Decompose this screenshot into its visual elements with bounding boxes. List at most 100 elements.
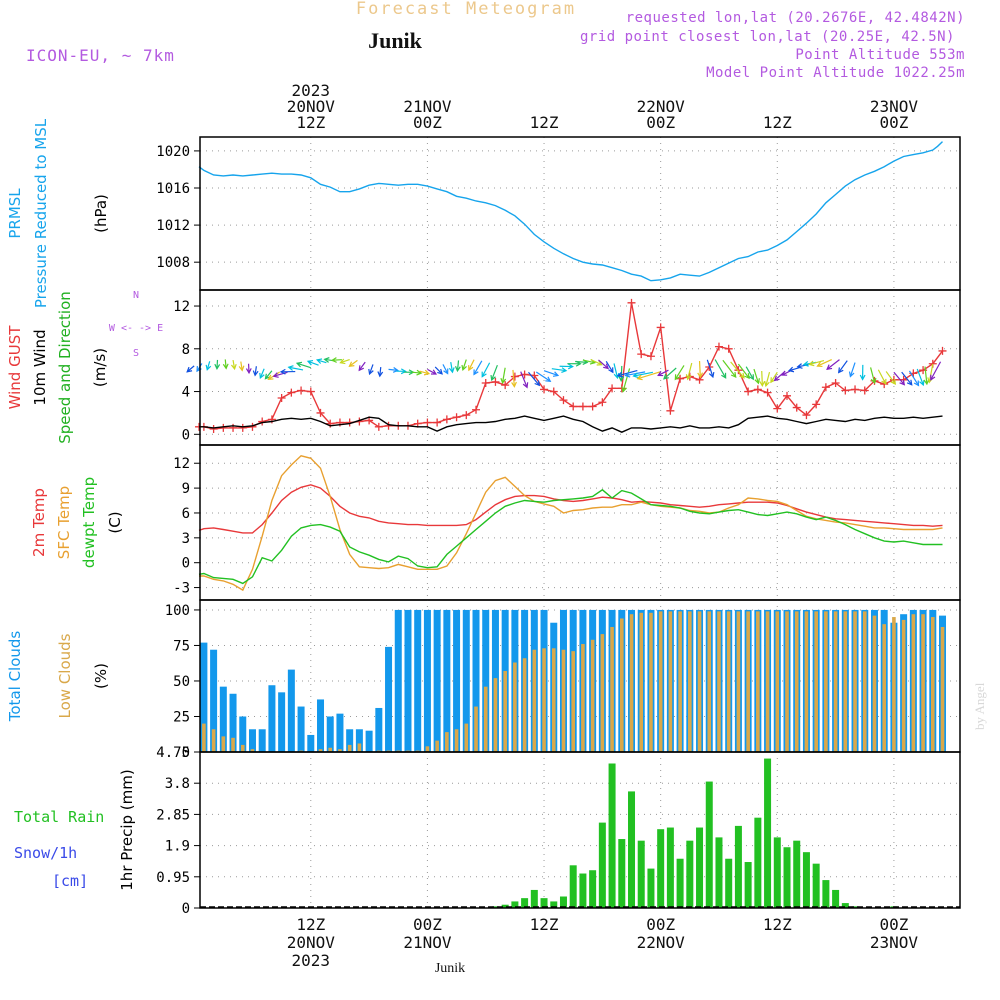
wind-direction-arrow [788,366,801,372]
gust-marker [656,323,665,332]
bar-precip-total [550,901,558,908]
credit-watermark: by Angel [972,682,987,730]
wind-arrow-head [636,374,643,381]
wind-direction-arrow [427,368,437,375]
panel-unit: (hPa) [92,194,110,233]
panel-label: 2m Temp [30,488,48,557]
wind-direction-arrow [254,366,257,376]
gust-marker [695,375,704,384]
bar-clouds-low [794,611,799,752]
bar-precip-total [764,758,772,908]
wind-direction-arrow [893,371,905,386]
bar-clouds-low [833,611,838,752]
model-point-altitude: Model Point Altitude 1022.25m [706,65,965,81]
wind-direction-arrow [620,365,623,381]
wind-direction-arrow [307,360,319,366]
compass-south: S [133,348,139,359]
bar-clouds-low [493,678,498,752]
wind-direction-arrow [349,359,358,367]
bar-clouds-total [414,609,422,752]
wind-direction-arrow [924,366,928,385]
wind-arrow-head [870,377,877,385]
wind-arrow-head [348,361,355,367]
panel-wind: 0 4 8 12 N W <- -> E S Wind GUST 10m Wind Speed a… [6,289,961,446]
wind-arrow-head [323,357,330,363]
wind-direction-arrow [232,359,236,369]
bar-clouds-low [250,749,255,752]
gust-marker [442,415,451,424]
wind-direction-arrow [765,371,771,387]
wind-direction-arrow [379,366,382,377]
gust-marker [792,403,801,412]
gust-marker [277,393,286,402]
bar-precip-total [530,889,538,908]
wind-arrow-head [377,371,384,378]
bar-clouds-low [610,626,614,752]
bar-clouds-low [688,611,692,752]
wind-direction-arrow [332,359,342,361]
y-tick-label: 75 [173,638,190,654]
wind-arrow-head [468,365,474,372]
gust-marker [501,381,510,390]
bar-clouds-low [581,644,585,752]
wind-arrow-head [430,369,438,375]
y-tick-label: 12 [173,456,190,472]
bar-precip-total [715,837,723,908]
panel-label: Low Clouds [56,633,74,718]
wind-arrow-head [287,365,294,371]
bar-clouds-low [649,612,653,752]
gust-marker [851,385,860,394]
top-time-label: 00Z [879,113,908,132]
bar-clouds-total [278,692,286,752]
gust-marker [578,402,587,411]
bar-clouds-total [355,729,363,752]
wind-direction-arrow [625,371,646,377]
wind-direction-arrow [722,359,737,378]
y-tick-label: 1016 [156,181,190,197]
bottom-time-label: 12Z [296,915,325,934]
wind-arrow-head [787,366,795,373]
wind-arrow-head [214,363,221,370]
wind-arrow-head [267,374,274,381]
top-time-label: 2023 [292,81,331,100]
bar-clouds-low [435,740,439,752]
bar-clouds-total [248,729,256,752]
gust-marker [510,372,519,381]
y-tick-label: 0 [182,556,190,572]
bar-precip-total [540,898,548,908]
bar-clouds-low [619,618,624,752]
gust-marker [384,421,393,430]
wind-direction-arrow [434,366,443,375]
bar-clouds-low [882,624,886,752]
wind-direction-arrow [551,368,567,372]
wind-arrow-head [186,366,193,373]
bar-clouds-total [394,609,402,752]
top-time-label: 12Z [296,113,325,132]
bar-precip-total [501,904,509,908]
bar-clouds-low [785,611,789,752]
wind-arrow-head [754,378,760,385]
wind-direction-arrow [501,367,506,383]
bar-precip-total [559,896,567,908]
panel-label: dewpt Temp [80,477,98,568]
wind-direction-arrow [468,359,475,371]
wind-arrow-head [392,367,400,373]
wind-direction-arrow [605,361,614,373]
gust-marker [472,405,481,414]
wind-direction-arrow [481,362,491,377]
panel-label: Pressure Reduced to MSL [32,118,50,308]
wind-direction-arrow [543,370,559,377]
wind-arrow-head [890,378,897,385]
bar-clouds-total [239,716,247,752]
gust-marker [627,298,636,307]
bottom-time-label: 2023 [292,951,331,970]
gust-marker [316,408,325,417]
gust-marker [773,404,782,413]
wind-arrow-head [697,372,704,379]
gust-marker [491,377,500,386]
top-time-label: 00Z [413,113,442,132]
wind-direction-arrow [473,360,483,375]
wind-direction-arrow [216,359,219,369]
wind-arrow-head [561,367,568,374]
gust-marker [559,396,568,405]
